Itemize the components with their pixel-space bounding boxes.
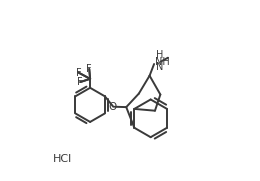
Text: NH: NH	[155, 57, 170, 67]
Text: F: F	[76, 68, 81, 77]
Text: HCl: HCl	[53, 154, 72, 164]
Text: H
N: H N	[156, 50, 163, 71]
Text: F: F	[77, 77, 83, 87]
Text: O: O	[108, 102, 116, 112]
Text: F: F	[86, 64, 92, 74]
